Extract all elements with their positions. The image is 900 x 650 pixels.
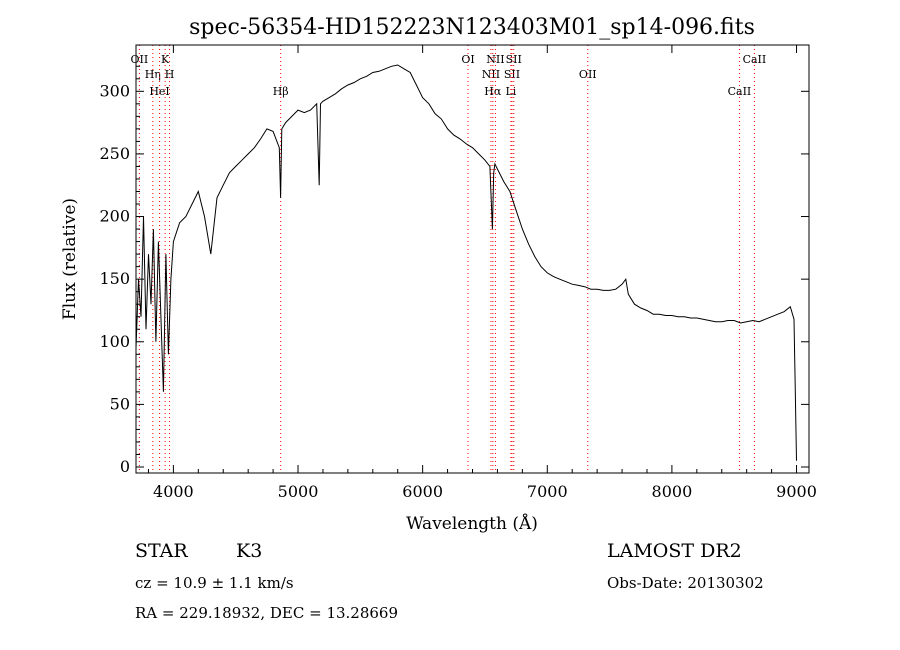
x-axis-label: Wavelength (Å) <box>406 513 538 534</box>
spectral-line-label: Hη <box>145 68 161 81</box>
y-tick-label: 200 <box>99 207 130 226</box>
plot-frame <box>135 44 810 474</box>
observation-date: Obs-Date: 20130302 <box>607 574 764 592</box>
spectral-line-label: NII <box>482 68 500 81</box>
spectral-line-label: Li <box>505 85 516 98</box>
spectral-line-label: OII <box>579 68 597 81</box>
spectrum-line-0 <box>135 64 797 461</box>
spectral-line-label: SII <box>506 53 522 66</box>
x-tick-label: 9000 <box>776 482 817 501</box>
x-tick-label: 8000 <box>652 482 693 501</box>
spectral-line-markers: OIIHηHeIKHHβOINIIHαNIISIILiSIIOIICaIICaI… <box>131 45 767 473</box>
spectral-line-label: K <box>161 53 170 66</box>
y-tick-label: 50 <box>110 394 130 413</box>
x-tick-label: 6000 <box>402 482 443 501</box>
y-axis: 0 50 100 150 200 250 300 <box>99 65 809 476</box>
coordinates: RA = 229.18932, DEC = 13.28669 <box>135 604 399 622</box>
y-tick-label: 300 <box>99 81 130 100</box>
spectral-line-label: CaII <box>743 53 767 66</box>
object-subclass: K3 <box>236 540 263 562</box>
x-tick-label: 5000 <box>278 482 319 501</box>
y-tick-label: 250 <box>99 144 130 163</box>
object-class: STAR <box>135 540 188 562</box>
spectrum-series <box>135 64 797 461</box>
spectral-line-label: HeI <box>149 85 169 98</box>
y-axis-label: Flux (relative) <box>60 198 80 320</box>
spectral-line-label: OII <box>131 53 149 66</box>
spectral-line-label: Hα <box>484 85 502 98</box>
x-axis: 4000 5000 6000 7000 8000 9000 <box>147 45 817 501</box>
spectral-line-label: NII <box>486 53 504 66</box>
chart-title: spec-56354-HD152223N123403M01_sp14-096.f… <box>189 15 755 40</box>
y-tick-label: 100 <box>99 332 130 351</box>
redshift-cz: cz = 10.9 ± 1.1 km/s <box>135 574 294 592</box>
y-tick-label: 150 <box>99 269 130 288</box>
survey-name: LAMOST DR2 <box>607 540 742 562</box>
spectral-line-label: OI <box>461 53 474 66</box>
x-tick-label: 7000 <box>527 482 568 501</box>
y-tick-label: 0 <box>120 457 130 476</box>
spectral-line-label: SII <box>504 68 520 81</box>
x-tick-label: 4000 <box>153 482 194 501</box>
spectral-line-label: Hβ <box>273 85 289 98</box>
spectral-line-label: H <box>165 68 175 81</box>
spectral-line-label: CaII <box>728 85 752 98</box>
